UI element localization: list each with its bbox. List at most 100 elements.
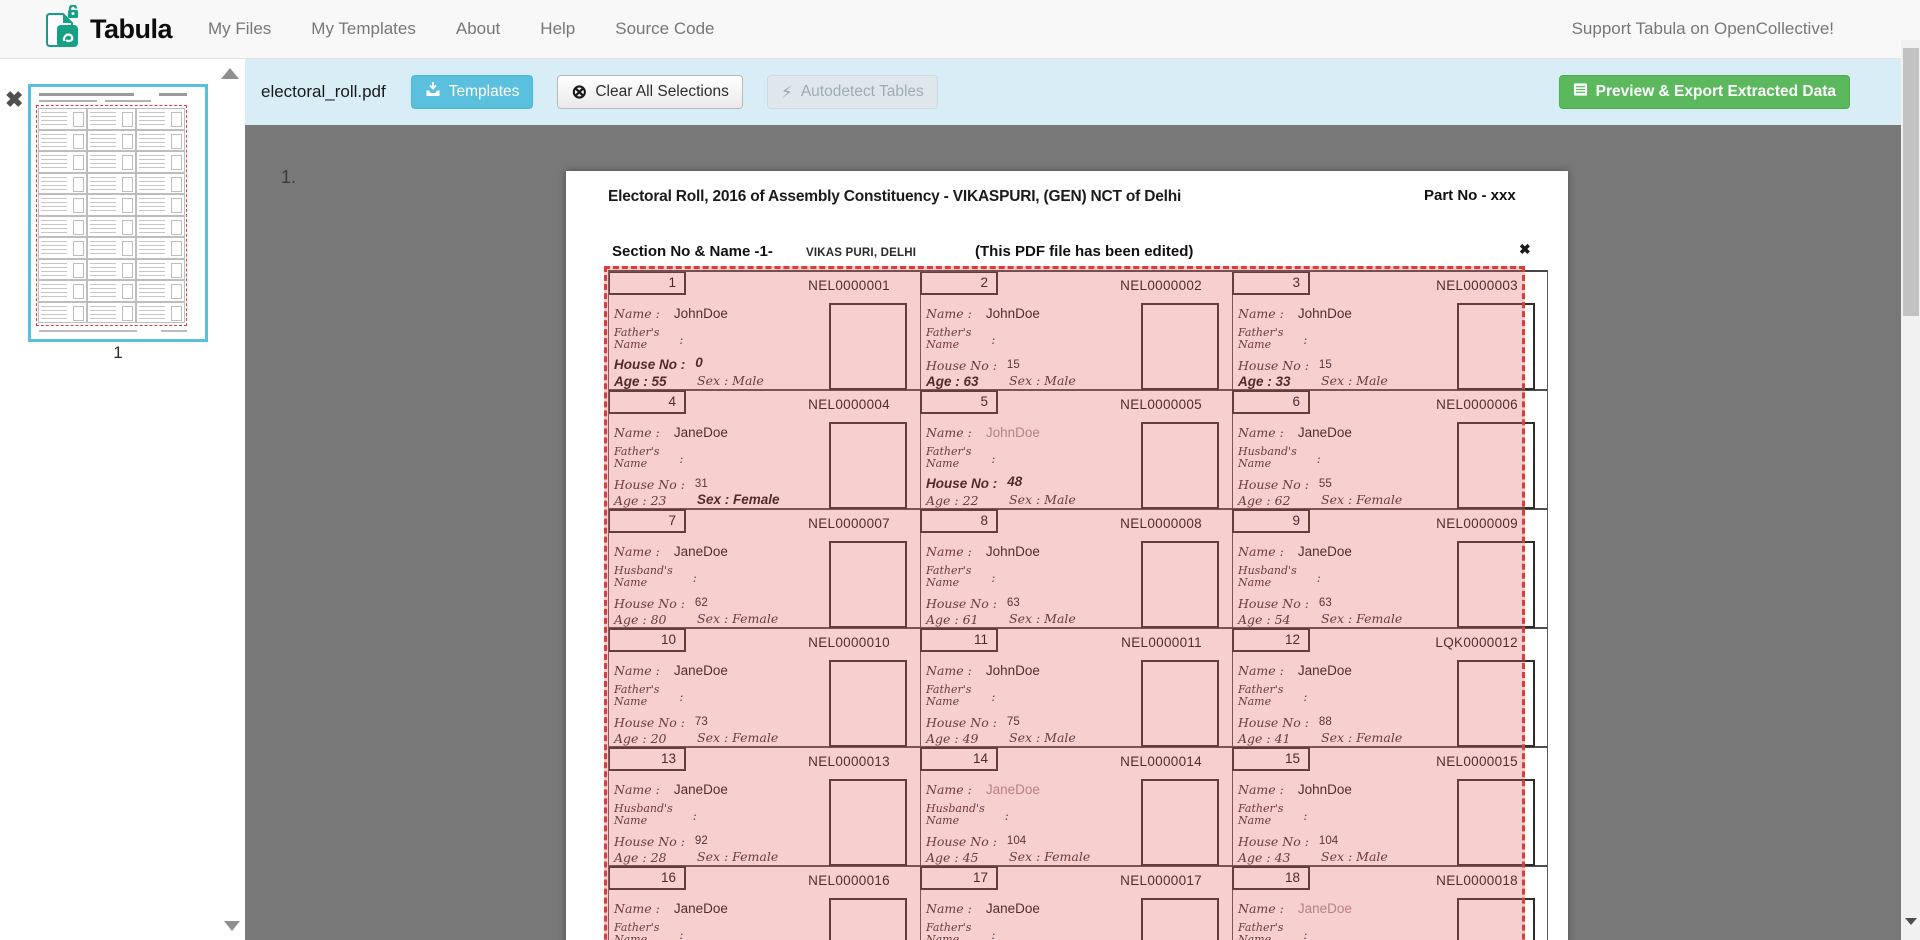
sex-text: Sex : Female <box>697 611 779 626</box>
voter-card: 8 NEL0000008 Name : JohnDoe Father's Name… <box>920 509 1233 629</box>
name-label: Name : <box>1238 782 1284 797</box>
support-link[interactable]: Support Tabula on OpenCollective! <box>1571 19 1834 38</box>
relation-colon: : <box>1303 332 1308 347</box>
preview-export-button[interactable]: Preview & Export Extracted Data <box>1558 75 1850 109</box>
mini-card <box>136 172 185 194</box>
voter-serial-box: 7 <box>609 509 686 533</box>
voter-card: 2 NEL0000002 Name : JohnDoe Father's Name… <box>920 272 1233 391</box>
voter-card: 4 NEL0000004 Name : JaneDoe Father's Name… <box>609 390 921 510</box>
pdf-page-1[interactable]: Electoral Roll, 2016 of Assembly Constit… <box>566 171 1568 940</box>
relation-colon: : <box>692 570 697 585</box>
name-value: JaneDoe <box>673 782 728 797</box>
relation-colon: : <box>991 570 996 585</box>
sex-text: Sex : Female <box>697 849 779 864</box>
voter-serial-box: 4 <box>609 390 686 414</box>
voter-serial-box: 5 <box>920 390 998 414</box>
vertical-scrollbar[interactable] <box>1901 40 1920 940</box>
house-value: 104 <box>1318 835 1339 847</box>
house-label: House No : <box>614 357 686 372</box>
relation-label: Father's Name <box>614 326 660 351</box>
name-line: Name : JaneDoe <box>926 900 1040 918</box>
house-value: 0 <box>695 355 703 370</box>
selection-close-icon[interactable]: ✖ <box>1519 241 1531 257</box>
age-text: Age : 23 <box>614 493 667 508</box>
name-value: JaneDoe <box>1297 663 1352 678</box>
name-line: Name : JohnDoe <box>926 543 1040 561</box>
photo-box <box>1141 541 1219 628</box>
name-line: Name : JaneDoe <box>614 900 728 918</box>
voter-serial-box: 10 <box>609 628 686 652</box>
relation-colon: : <box>1303 808 1308 823</box>
name-value: JohnDoe <box>985 425 1040 440</box>
relation-line: Husband's Name: <box>1238 446 1321 472</box>
nav-item-help[interactable]: Help <box>540 19 576 38</box>
house-line: House No : 48 <box>926 474 1022 491</box>
relation-label: Husband's Name <box>614 564 673 589</box>
age-sex-line: Age : 62 Sex : Female <box>1238 492 1402 510</box>
relation-line: Father's Name: <box>926 446 995 472</box>
scrollbar-down-arrow-icon[interactable] <box>1904 918 1917 925</box>
voter-id: NEL0000015 <box>1436 754 1518 769</box>
relation-label: Husband's Name <box>614 802 673 827</box>
sidebar-scroll-down-icon[interactable] <box>224 921 240 931</box>
nav-item-source-code[interactable]: Source Code <box>615 19 715 38</box>
voter-serial: 9 <box>1292 513 1300 528</box>
relation-colon: : <box>1303 927 1308 940</box>
house-value: 73 <box>694 716 708 728</box>
relation-colon: : <box>991 927 996 940</box>
templates-button[interactable]: Templates <box>410 75 534 109</box>
voter-id: NEL0000011 <box>1121 635 1202 650</box>
nav-item-about[interactable]: About <box>455 19 501 38</box>
clear-all-selections-button[interactable]: ⊗ Clear All Selections <box>557 75 743 109</box>
autodetect-tables-button[interactable]: ⚡︎ Autodetect Tables <box>766 75 938 109</box>
house-line: House No : 15 <box>926 357 1020 375</box>
brand-title[interactable]: Tabula <box>90 13 173 44</box>
mini-card <box>87 129 136 151</box>
name-label: Name : <box>1238 306 1284 321</box>
relation-line: Father's Name: <box>1238 803 1307 829</box>
remove-page-icon[interactable]: ✖ <box>5 87 24 112</box>
age-text: Age : 54 <box>1238 612 1291 627</box>
age-sex-line: Age : 23 Sex : Female <box>614 492 780 510</box>
page-1-thumbnail[interactable] <box>28 84 208 342</box>
age-sex-line: Age : 49 Sex : Male <box>926 730 1076 748</box>
sex-text: Sex : Male <box>1321 373 1388 388</box>
mini-card <box>38 194 87 216</box>
voter-card: 6 NEL0000006 Name : JaneDoe Husband's Nam… <box>1232 390 1547 510</box>
voter-card: 5 NEL0000005 Name : JohnDoe Father's Name… <box>920 390 1233 510</box>
mini-card <box>87 237 136 259</box>
sidebar-scroll-up-icon[interactable] <box>221 68 239 79</box>
name-label: Name : <box>926 782 972 797</box>
scrollbar-thumb[interactable] <box>1902 48 1919 316</box>
name-line: Name : JohnDoe <box>926 662 1040 680</box>
relation-label: Father's Name <box>926 683 972 708</box>
voter-id: NEL0000017 <box>1120 873 1202 888</box>
nav-item-my-files[interactable]: My Files <box>208 19 272 38</box>
nav-item-my-templates[interactable]: My Templates <box>311 19 416 38</box>
table-selection-overlay[interactable] <box>604 266 1525 940</box>
photo-box <box>829 779 907 866</box>
relation-line: Father's Name: <box>614 327 683 353</box>
relation-line: Husband's Name: <box>1238 565 1321 591</box>
relation-label: Husband's Name <box>1238 445 1297 470</box>
relation-label: Father's Name <box>926 564 972 589</box>
house-line: House No : 88 <box>1238 714 1332 732</box>
relation-label: Father's Name <box>1238 683 1284 708</box>
nav-links: My Files My Templates About Help Source … <box>188 0 734 58</box>
brand[interactable]: Tabula <box>44 3 173 54</box>
name-value: JaneDoe <box>673 901 728 916</box>
pdf-title: Electoral Roll, 2016 of Assembly Constit… <box>608 188 1182 205</box>
age-sex-line: Age : 20 Sex : Female <box>614 730 778 748</box>
mini-card <box>136 215 185 237</box>
age-text: Age : 33 <box>1238 374 1291 389</box>
voter-serial-box: 14 <box>920 747 998 771</box>
voter-serial-box: 9 <box>1232 509 1310 533</box>
relation-line: Husband's Name: <box>926 803 1009 829</box>
voter-serial: 11 <box>973 632 988 647</box>
age-sex-line: Age : 80 Sex : Female <box>614 611 778 629</box>
relation-line: Father's Name: <box>926 922 995 940</box>
name-value: JohnDoe <box>985 544 1040 559</box>
relation-colon: : <box>1316 570 1321 585</box>
house-label: House No : <box>926 476 998 491</box>
